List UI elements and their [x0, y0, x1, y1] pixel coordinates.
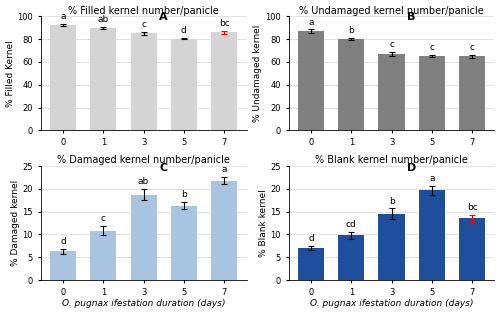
Bar — [418, 56, 445, 130]
Text: c: c — [141, 20, 146, 30]
Text: c: c — [389, 41, 394, 49]
Text: d: d — [308, 234, 314, 243]
Text: d: d — [181, 26, 186, 35]
Text: c: c — [470, 43, 474, 52]
Text: a: a — [429, 174, 434, 183]
Text: B: B — [408, 12, 416, 22]
Text: cd: cd — [346, 220, 356, 229]
Bar — [171, 39, 197, 130]
Text: a: a — [222, 165, 227, 174]
Text: D: D — [407, 163, 416, 173]
Y-axis label: % Blank kernel: % Blank kernel — [258, 189, 268, 257]
Bar — [459, 56, 485, 130]
Bar — [171, 206, 197, 280]
Bar — [298, 31, 324, 130]
Text: bc: bc — [466, 203, 477, 212]
Text: a: a — [308, 18, 314, 27]
Bar — [459, 219, 485, 280]
Bar — [130, 33, 156, 130]
Title: % Undamaged kernel number/panicle: % Undamaged kernel number/panicle — [299, 6, 484, 16]
Bar — [90, 231, 117, 280]
Y-axis label: % Undamaged kernel: % Undamaged kernel — [254, 24, 262, 122]
Bar — [50, 25, 76, 130]
Bar — [338, 39, 364, 130]
Text: a: a — [60, 12, 66, 21]
Text: A: A — [160, 12, 168, 22]
Bar — [90, 28, 117, 130]
Y-axis label: % Filled Kernel: % Filled Kernel — [6, 40, 15, 107]
Text: ab: ab — [98, 15, 109, 24]
Bar — [298, 248, 324, 280]
Bar — [338, 236, 364, 280]
Bar — [50, 251, 76, 280]
Bar — [378, 214, 404, 280]
X-axis label: O. pugnax ifestation duration (days): O. pugnax ifestation duration (days) — [62, 300, 226, 308]
Bar — [378, 54, 404, 130]
Text: c: c — [430, 43, 434, 52]
Bar — [211, 32, 237, 130]
Text: C: C — [160, 163, 168, 173]
Title: % Filled kernel number/panicle: % Filled kernel number/panicle — [68, 6, 219, 16]
Bar — [418, 190, 445, 280]
X-axis label: O. pugnax ifestation duration (days): O. pugnax ifestation duration (days) — [310, 300, 474, 308]
Text: d: d — [60, 237, 66, 246]
Title: % Blank kernel number/panicle: % Blank kernel number/panicle — [315, 155, 468, 165]
Bar — [211, 181, 237, 280]
Text: ab: ab — [138, 177, 149, 187]
Text: c: c — [101, 214, 106, 223]
Bar — [130, 195, 156, 280]
Title: % Damaged kernel number/panicle: % Damaged kernel number/panicle — [57, 155, 230, 165]
Text: b: b — [181, 190, 186, 199]
Text: bc: bc — [218, 19, 230, 28]
Text: b: b — [348, 26, 354, 35]
Y-axis label: % Damaged kernel: % Damaged kernel — [11, 180, 20, 266]
Text: b: b — [388, 197, 394, 206]
